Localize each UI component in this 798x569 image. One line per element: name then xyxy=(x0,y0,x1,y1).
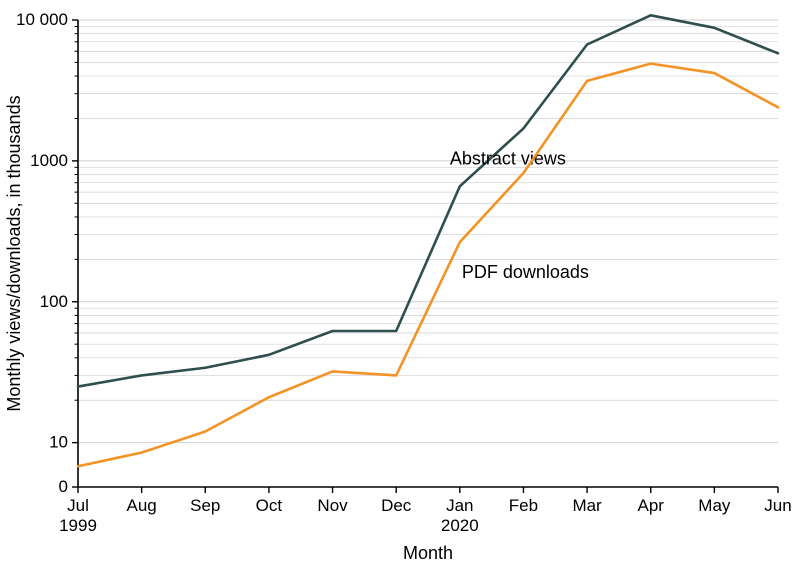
line-chart: 0 10 100 1000 10 000 Jul Aug Sep Oct Nov Dec Jan Feb… xyxy=(0,0,798,569)
series-line-0 xyxy=(78,15,778,386)
x-tick-label: Nov xyxy=(317,496,348,515)
x-tick-label: Jan xyxy=(446,496,473,515)
x-tick-label: Jun xyxy=(764,496,791,515)
x-tick-label: Feb xyxy=(509,496,538,515)
y-tick-label: 0 xyxy=(59,477,68,496)
x-tick-label: Aug xyxy=(127,496,157,515)
y-tick-label: 1000 xyxy=(30,151,68,170)
y-tick-label: 10 000 xyxy=(16,10,68,29)
y-tick-label: 100 xyxy=(40,292,68,311)
x-tick-label: Dec xyxy=(381,496,412,515)
x-tick-label: Mar xyxy=(572,496,602,515)
x-tick-label: Jul xyxy=(67,496,89,515)
x-year-label: 2020 xyxy=(441,516,479,535)
series-label-1: PDF downloads xyxy=(462,262,589,282)
x-axis-title: Month xyxy=(403,543,453,563)
x-tick-label: May xyxy=(698,496,731,515)
x-year-label: 1999 xyxy=(59,516,97,535)
series-label-0: Abstract views xyxy=(450,148,566,168)
x-tick-label: Sep xyxy=(190,496,220,515)
series-line-1 xyxy=(78,64,778,467)
x-tick-label: Apr xyxy=(637,496,664,515)
y-axis-title: Monthly views/downloads, in thousands xyxy=(4,95,24,411)
chart-container: 0 10 100 1000 10 000 Jul Aug Sep Oct Nov Dec Jan Feb… xyxy=(0,0,798,569)
x-tick-label: Oct xyxy=(256,496,283,515)
y-tick-label: 10 xyxy=(49,433,68,452)
